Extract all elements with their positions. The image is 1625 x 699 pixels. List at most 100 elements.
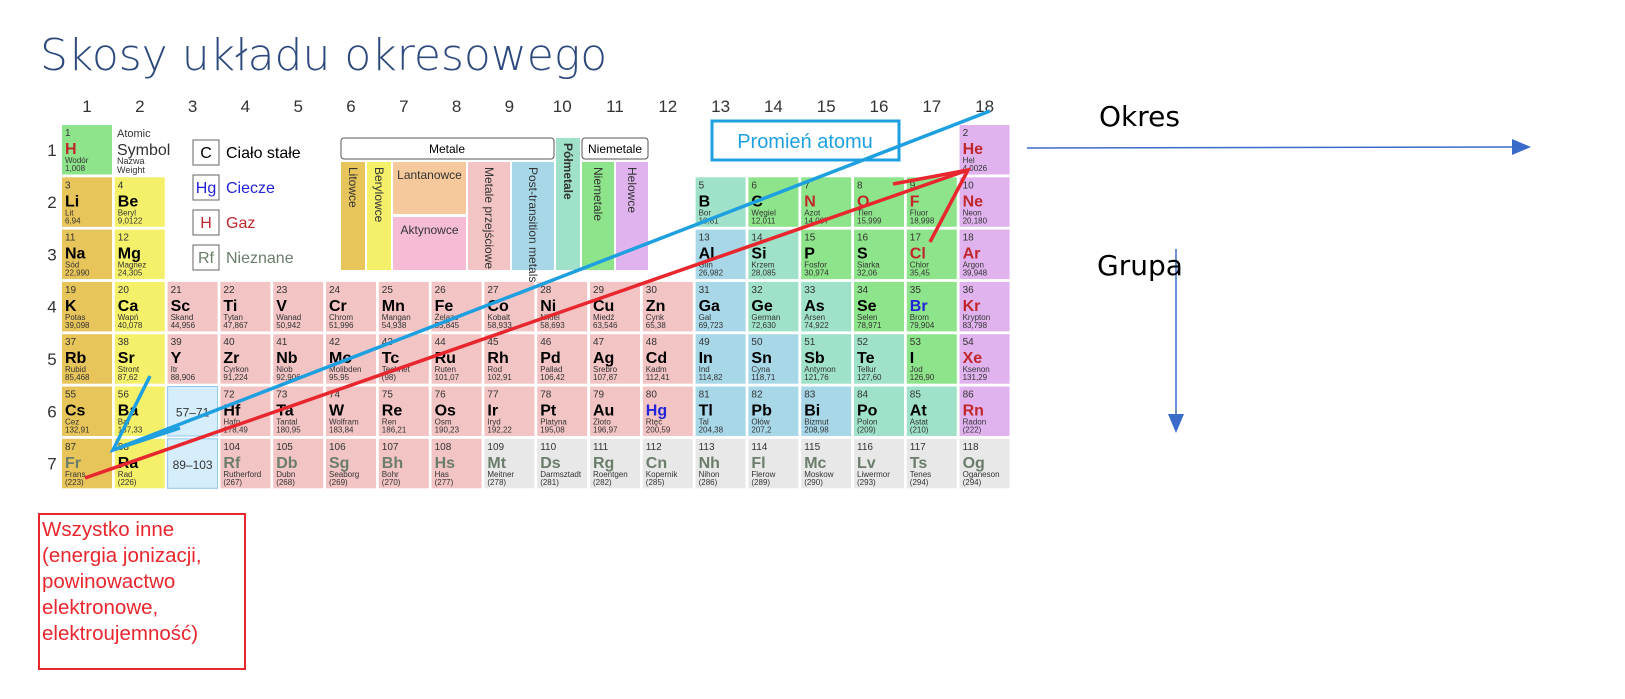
element-name: Cynk <box>646 313 665 322</box>
legend-weight: Weight <box>117 165 145 175</box>
element-number: 40 <box>223 337 235 348</box>
element-weight: (269) <box>329 478 348 487</box>
element-name: Cyrkon <box>223 365 248 374</box>
element-weight: 32,06 <box>857 269 878 278</box>
category-label: Półmetale <box>561 143 575 200</box>
element-weight: 106,42 <box>540 373 565 382</box>
element-weight: 137,33 <box>118 426 143 435</box>
metale-label: Metale <box>429 142 465 156</box>
element-symbol: Pb <box>751 403 772 420</box>
element-weight: (289) <box>751 478 770 487</box>
element-name: Beryl <box>118 208 136 217</box>
element-name: Ruten <box>435 365 456 374</box>
group-number: 15 <box>817 97 836 116</box>
element-name: Hafn <box>223 418 240 427</box>
element-symbol: K <box>65 298 77 315</box>
element-number: 48 <box>646 337 658 348</box>
element-name: Bor <box>699 208 712 217</box>
element-symbol: Ne <box>963 193 984 210</box>
element-symbol: At <box>910 403 928 420</box>
element-cell <box>537 438 588 489</box>
element-weight: 72,630 <box>751 321 776 330</box>
element-symbol: Pt <box>540 403 557 420</box>
element-symbol: Li <box>65 193 79 210</box>
element-symbol: H <box>65 141 77 158</box>
element-cell <box>748 334 799 384</box>
element-cell <box>326 438 376 489</box>
element-name: Flerow <box>751 470 775 479</box>
element-name: Chrom <box>329 313 353 322</box>
element-name: Stront <box>118 365 140 374</box>
element-number: 30 <box>646 285 658 296</box>
element-cell <box>431 386 482 436</box>
group-number: 17 <box>922 97 941 116</box>
element-number: 51 <box>804 337 816 348</box>
element-symbol: V <box>276 298 287 315</box>
element-cell <box>695 229 746 280</box>
element-number: 87 <box>65 442 77 453</box>
okres-arrow-line <box>1026 146 1516 149</box>
element-weight: 35,45 <box>910 269 931 278</box>
legend-state-box <box>192 209 220 236</box>
element-symbol: P <box>804 246 815 263</box>
element-number: 53 <box>910 337 922 348</box>
element-name: Rubid <box>65 365 86 374</box>
period-number: 7 <box>47 455 56 474</box>
element-symbol: S <box>857 246 868 263</box>
element-number: 20 <box>118 285 130 296</box>
element-symbol: Ti <box>223 298 237 315</box>
promien-box <box>710 119 901 162</box>
element-symbol: Sn <box>751 350 771 367</box>
element-symbol: In <box>699 350 713 367</box>
element-cell <box>854 229 904 280</box>
element-weight: 132,91 <box>65 426 90 435</box>
element-number: 55 <box>65 390 77 401</box>
element-name: Osm <box>435 418 452 427</box>
element-cell <box>484 386 535 436</box>
element-symbol: Ds <box>540 455 561 472</box>
category-label: Lantanowce <box>397 168 462 182</box>
element-cell <box>167 281 218 332</box>
element-name: Liwermor <box>857 470 890 479</box>
element-symbol: Kr <box>963 298 981 315</box>
element-name: Hel <box>963 156 975 165</box>
wszystko-inne-line: elektronowe, <box>42 596 159 619</box>
element-number: 36 <box>963 285 975 296</box>
element-number: 56 <box>118 390 130 401</box>
element-cell <box>590 281 640 332</box>
element-weight: (268) <box>276 478 295 487</box>
element-symbol: Cl <box>910 246 926 263</box>
element-cell <box>326 281 376 332</box>
element-symbol: Tl <box>699 403 713 420</box>
element-weight: 102,91 <box>487 373 512 382</box>
element-name: Rod <box>487 365 502 374</box>
element-weight: 126,90 <box>910 373 935 382</box>
element-name: Wapń <box>118 313 139 322</box>
element-symbol: Au <box>593 403 614 420</box>
element-weight: (294) <box>910 478 929 487</box>
element-weight: 204,38 <box>699 426 724 435</box>
element-symbol: Si <box>751 246 766 263</box>
element-number: 1 <box>65 128 71 139</box>
element-symbol: Hs <box>435 455 456 472</box>
element-weight: 195,08 <box>540 426 565 435</box>
element-cell <box>431 438 482 489</box>
element-symbol: Nh <box>699 455 720 472</box>
element-number: 10 <box>963 180 975 191</box>
element-name: Bar <box>118 418 131 427</box>
element-number: 31 <box>699 285 711 296</box>
element-name: Niob <box>276 365 293 374</box>
element-weight: (222) <box>963 426 982 435</box>
category-label: Litowce <box>346 167 360 208</box>
element-name: Kadm <box>646 365 667 374</box>
wszystko-inne-line: (energia jonizacji, <box>42 544 202 567</box>
element-symbol: Rg <box>593 455 614 472</box>
element-weight: 63,546 <box>593 321 618 330</box>
metale-box <box>340 137 555 160</box>
element-symbol: Ts <box>910 455 928 472</box>
element-name: Jod <box>910 365 923 374</box>
element-number: 46 <box>540 337 552 348</box>
element-cell <box>801 386 852 436</box>
element-symbol: Mc <box>804 455 826 472</box>
